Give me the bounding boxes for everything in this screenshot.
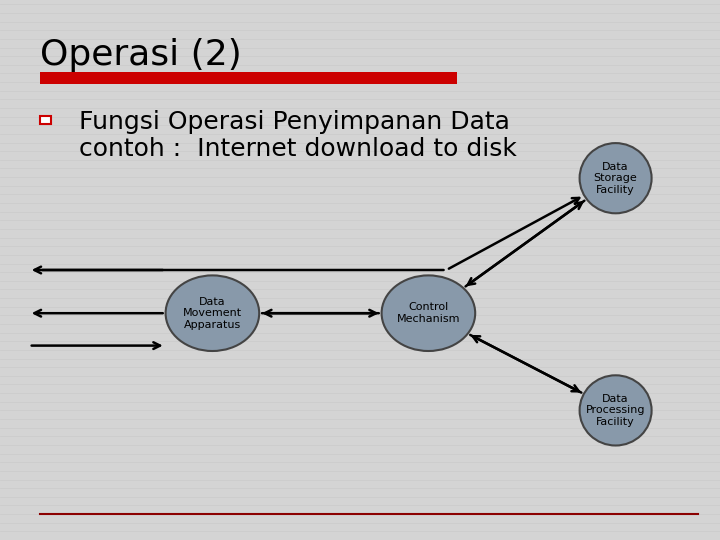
Text: contoh :  Internet download to disk: contoh : Internet download to disk [63,137,516,160]
Ellipse shape [166,275,259,351]
Ellipse shape [580,375,652,445]
FancyBboxPatch shape [40,116,51,124]
Ellipse shape [382,275,475,351]
Text: Data
Movement
Apparatus: Data Movement Apparatus [183,296,242,330]
Text: Data
Processing
Facility: Data Processing Facility [586,394,645,427]
Ellipse shape [580,143,652,213]
Text: Control
Mechanism: Control Mechanism [397,302,460,324]
Text: Data
Storage
Facility: Data Storage Facility [594,161,637,195]
FancyBboxPatch shape [40,72,457,84]
Text: Fungsi Operasi Penyimpanan Data: Fungsi Operasi Penyimpanan Data [63,110,510,133]
Text: Operasi (2): Operasi (2) [40,38,241,72]
